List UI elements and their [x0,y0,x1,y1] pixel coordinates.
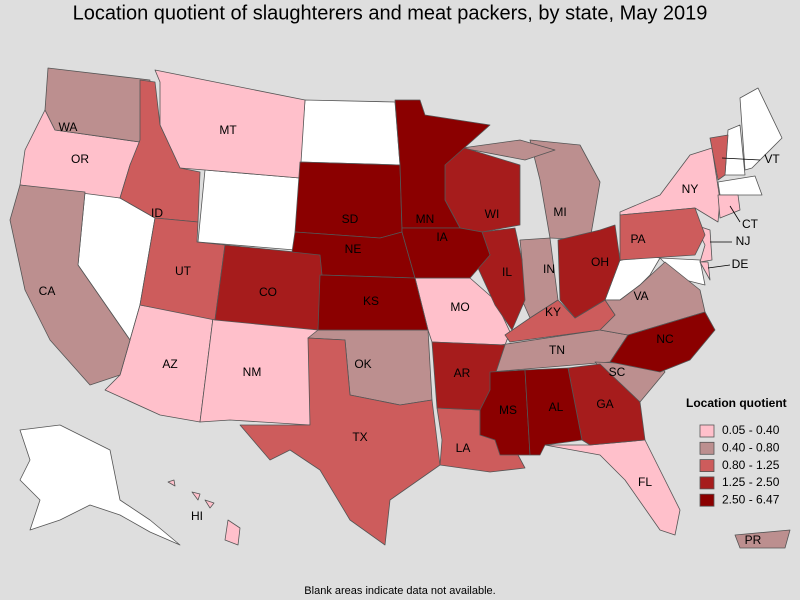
state-label: NC [656,332,674,346]
state-label: OK [354,357,371,371]
state-shape [694,224,713,263]
state-label: NJ [736,234,751,248]
state-label: HI [191,509,203,523]
state-label: SD [342,212,359,226]
leader-line [729,205,741,223]
state-shape [19,424,181,546]
state-shape [394,99,491,229]
state-label: CO [259,285,277,299]
state-label: CT [742,217,759,231]
state-label: CA [39,284,56,298]
legend-swatch [699,493,715,507]
state-shape [204,499,215,509]
state-shape [167,479,176,487]
leader-line [707,264,731,269]
states: OR MT AZ NM MO NY CT NJ DE FL HI WA CA OK IN MI TN SC VA PR… [9,67,791,549]
state-label: AZ [162,357,177,371]
map-title: Location quotient of slaughterers and me… [73,2,708,24]
state-label: TN [549,343,565,357]
state-label: WA [59,120,78,134]
legend-swatch [699,476,715,490]
state-shape [619,207,706,261]
state-label: IA [436,230,447,244]
state-shape [461,139,556,161]
state-shape [557,224,621,319]
state-shape [299,99,401,166]
state-shape [44,67,151,143]
state-shape [544,439,681,536]
state-label: DE [732,257,749,271]
state-label: ID [151,206,163,220]
leader-line [721,157,761,161]
state-shape [609,311,716,373]
state-label: NE [345,242,362,256]
state-label: MO [450,300,469,314]
legend-label: 1.25 - 2.50 [722,475,780,489]
state-shape [524,367,583,456]
legend-title: Location quotient [686,396,787,410]
legend-label: 0.40 - 0.80 [722,440,780,454]
legend-swatch [699,424,715,438]
state-shape [224,519,241,546]
state-label: KS [363,294,379,308]
legend-label: 2.50 - 6.47 [722,492,780,506]
state-shape [197,169,301,251]
state-label: SC [609,365,626,379]
state-shape [734,529,791,549]
state-shape [9,184,131,386]
state-shape [401,227,491,279]
state-label: WI [485,207,500,221]
state-label: VA [633,289,648,303]
state-shape [317,274,429,331]
legend-label: 0.05 - 0.40 [722,423,780,437]
state-label: OH [591,255,609,269]
legend-label: 0.80 - 1.25 [722,458,780,472]
state-label: IN [543,262,555,276]
legend-swatch [699,441,715,455]
state-label: AL [549,400,564,414]
state-label: UT [175,264,192,278]
state-label: LA [456,441,471,455]
state-label: NY [682,182,699,196]
state-label: MS [499,403,517,417]
legend: 0.05 - 0.40 0.40 - 0.80 0.80 - 1.25 1.25 - … [699,423,780,507]
state-label: VT [764,152,780,166]
footnote: Blank areas indicate data not available. [304,585,495,597]
state-label: MT [219,123,237,137]
state-label: MN [416,212,435,226]
state-label: TX [352,430,367,444]
state-shape [717,194,741,219]
state-shape [154,69,306,179]
blank-states [19,87,783,546]
state-label: AR [454,366,471,380]
state-shape [699,261,711,281]
state-shape [239,337,441,546]
state-shape [294,161,403,239]
state-label: KY [545,305,561,319]
state-shape [717,175,763,196]
state-label: NM [243,365,262,379]
state-shape [709,134,729,181]
state-label: MI [553,205,566,219]
state-label: IL [502,265,512,279]
legend-swatch [699,459,715,473]
state-shape [191,491,201,501]
state-shape [444,144,521,233]
state-label: PA [630,232,645,246]
state-label: OR [71,152,89,166]
state-shape [739,87,783,171]
state-label: PR [745,533,762,547]
state-label: FL [638,475,652,489]
state-label: GA [596,397,613,411]
